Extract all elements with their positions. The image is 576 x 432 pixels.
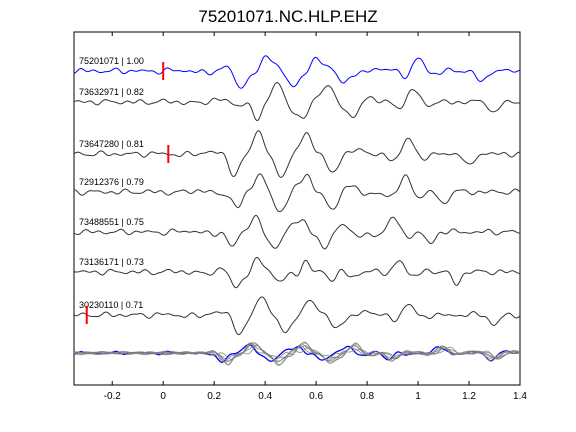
stack-trace-6 [73,344,521,360]
x-axis: -0.2 0 0.2 0.4 0.6 0.8 1 1.2 1.4 [104,32,527,402]
trace-line-1 [73,82,521,122]
trace-line-3 [73,173,521,213]
x-tick-label-4: 0.6 [309,391,323,402]
trace-line-6 [73,296,521,335]
plot-frame [73,31,521,386]
x-tick-label-6: 1 [415,391,421,402]
chart-title: 75201071.NC.HLP.EHZ [198,7,377,26]
trace-line-4 [73,215,521,250]
x-tick-label-8: 1.4 [513,391,527,402]
pick-markers-group [85,62,170,324]
trace-label-1: 73632971 | 0.82 [79,87,144,97]
x-tick-label-7: 1.2 [462,391,476,402]
trace-label-5: 73136171 | 0.73 [79,257,144,267]
x-tick-label-5: 0.8 [360,391,374,402]
trace-label-0: 75201071 | 1.00 [79,56,144,66]
trace-label-6: 30230110 | 0.71 [79,300,143,310]
trace-line-5 [73,257,521,289]
trace-label-3: 72912376 | 0.79 [79,177,144,187]
trace-line-0 [73,55,521,89]
stack-group [73,341,521,366]
trace-labels-group: 75201071 | 1.00 73632971 | 0.82 73647280 |… [79,56,144,310]
x-tick-label-2: 0.2 [207,391,221,402]
trace-label-4: 73488551 | 0.75 [79,217,144,227]
trace-line-2 [73,130,521,178]
x-tick-label-0: -0.2 [104,391,122,402]
x-tick-label-3: 0.4 [258,391,272,402]
trace-label-2: 73647280 | 0.81 [79,139,144,149]
traces-group [73,55,521,335]
x-tick-label-1: 0 [160,391,166,402]
